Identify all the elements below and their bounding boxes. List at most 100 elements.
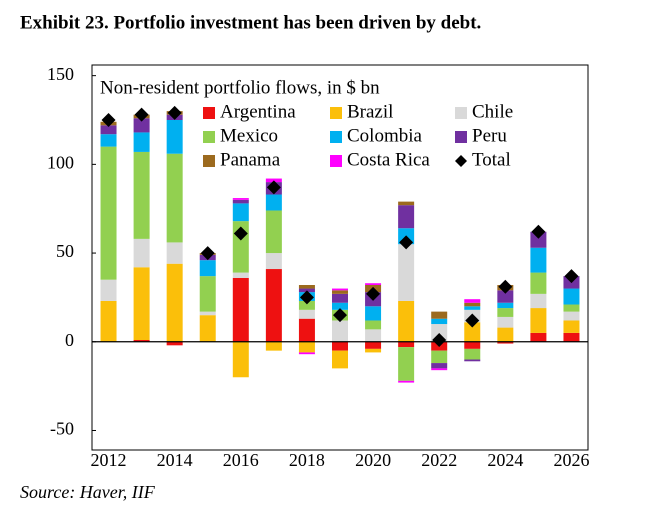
bar-segment <box>365 329 382 342</box>
total-marker <box>564 269 579 284</box>
legend-label: Total <box>472 149 511 170</box>
legend-label: Panama <box>220 149 281 170</box>
bar-segment <box>332 288 348 291</box>
bar-segment <box>298 318 315 342</box>
bar-segment <box>166 120 183 154</box>
legend-title: Non-resident portfolio flows, in $ bn <box>100 77 380 98</box>
total-marker <box>266 180 281 195</box>
bar-segment <box>166 341 183 346</box>
bar-segment <box>298 285 315 289</box>
y-tick-label: 150 <box>47 64 74 84</box>
legend-swatch <box>455 131 467 143</box>
bar-segment <box>133 340 150 342</box>
bar-segment <box>232 277 249 342</box>
x-tick-label: 2018 <box>289 450 325 470</box>
total-marker <box>233 226 248 241</box>
legend-swatch <box>330 155 342 167</box>
total-marker <box>399 235 414 250</box>
bar-segment <box>464 322 481 342</box>
x-tick-label: 2020 <box>355 450 391 470</box>
bar-segment <box>563 288 580 305</box>
bar-segment <box>298 309 315 319</box>
bar-segment <box>431 318 448 325</box>
y-tick-label: 100 <box>47 152 74 172</box>
bar-segment <box>398 300 415 342</box>
bar-segment <box>365 306 382 321</box>
bar-segment <box>398 380 415 383</box>
bar-segment <box>431 350 448 364</box>
legend-swatch <box>203 107 215 119</box>
total-marker <box>134 107 149 122</box>
y-tick-label: -50 <box>50 419 74 439</box>
bar-segment <box>199 315 216 342</box>
bar-segment <box>332 302 348 310</box>
x-tick-label: 2026 <box>553 450 589 470</box>
bar-segment <box>100 125 117 135</box>
legend-label: Chile <box>472 101 513 122</box>
bar-segment <box>199 276 216 312</box>
bar-segment <box>298 300 315 310</box>
x-tick-label: 2014 <box>157 450 193 470</box>
bar-segment <box>530 308 547 333</box>
bar-segment <box>133 238 150 268</box>
y-tick-label: 50 <box>56 241 74 261</box>
bar-segment <box>530 332 547 342</box>
legend-swatch <box>330 107 342 119</box>
legend-label: Costa Rica <box>347 149 430 170</box>
total-marker <box>366 286 381 301</box>
bar-segment <box>232 199 249 204</box>
total-marker <box>101 113 116 127</box>
bar-segment <box>199 260 216 277</box>
bar-segment <box>298 288 315 293</box>
legend-swatch <box>330 131 342 143</box>
bar-segment <box>298 352 315 355</box>
total-marker <box>432 333 447 347</box>
bar-segment <box>398 201 415 206</box>
total-marker <box>531 224 546 239</box>
bar-segment <box>265 210 282 254</box>
bar-segment <box>265 253 282 270</box>
bar-segment <box>365 341 382 349</box>
bar-segment <box>166 242 183 264</box>
bar-segment <box>100 279 117 301</box>
bar-segment <box>431 368 448 371</box>
total-marker <box>200 246 215 261</box>
bar-segment <box>133 151 150 239</box>
bar-segment <box>265 269 282 342</box>
bar-segment <box>100 134 117 147</box>
bar-segment <box>166 263 183 342</box>
bar-segment <box>398 244 415 301</box>
bar-segment <box>464 306 481 310</box>
chart-title: Exhibit 23. Portfolio investment has bee… <box>20 12 481 33</box>
bar-segment <box>530 231 547 248</box>
bar-segment <box>100 146 117 280</box>
bar-segment <box>133 118 150 133</box>
bar-segment <box>265 341 282 351</box>
total-marker <box>498 279 513 294</box>
bar-segment <box>563 320 580 333</box>
bar-segment <box>530 272 547 294</box>
bar-segment <box>199 311 216 316</box>
bar-segment <box>133 132 150 152</box>
source-note: Source: Haver, IIF <box>20 482 156 502</box>
bar-segment <box>530 247 547 273</box>
bar-segment <box>497 327 514 342</box>
x-tick-label: 2012 <box>91 450 127 470</box>
bar-segment <box>563 311 580 321</box>
bar-segment <box>332 320 348 342</box>
bar-segment <box>464 348 481 360</box>
bar-segment <box>398 205 415 229</box>
legend-swatch <box>203 155 215 167</box>
bar-segment <box>332 290 348 294</box>
legend-label: Peru <box>472 125 507 146</box>
bar-segment <box>100 300 117 342</box>
legend-label: Colombia <box>347 125 423 146</box>
bar-segment <box>398 347 415 381</box>
bar-segment <box>332 293 348 303</box>
bar-segment <box>265 178 282 183</box>
total-marker <box>465 313 480 328</box>
bar-segment <box>530 293 547 309</box>
y-tick-label: 0 <box>65 330 74 350</box>
bar-segment <box>497 290 514 303</box>
x-tick-label: 2022 <box>421 450 457 470</box>
